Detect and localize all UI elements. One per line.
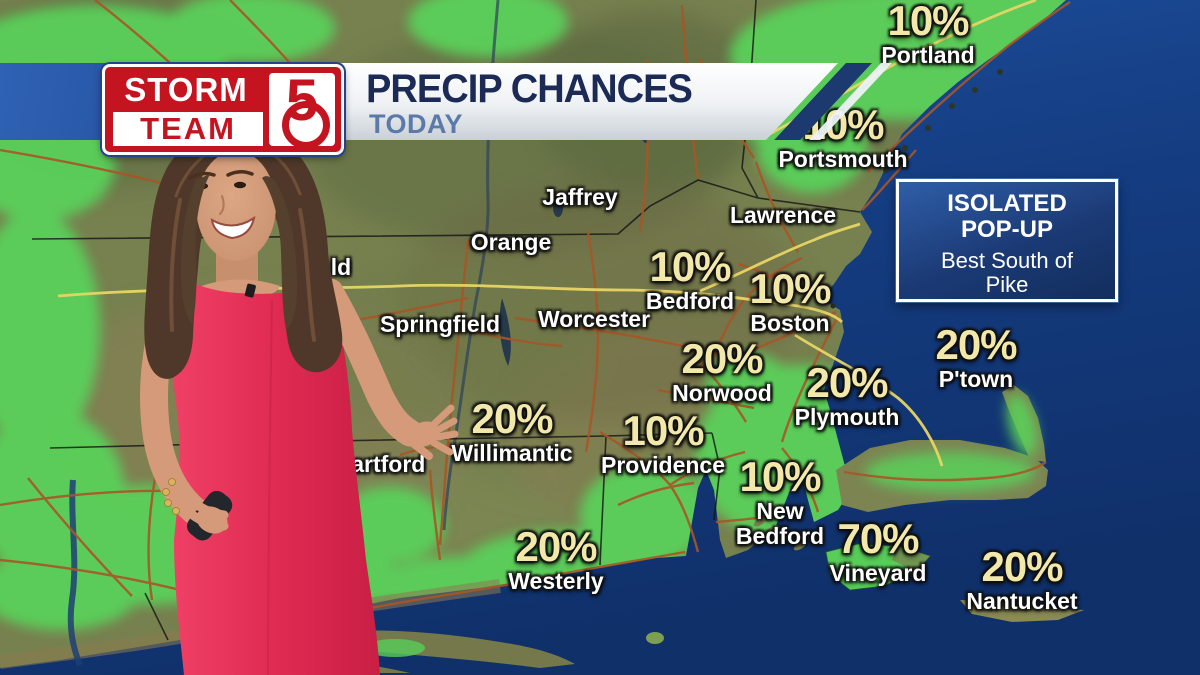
precip-percent: 70% xyxy=(837,515,919,562)
precip-percent: 10% xyxy=(739,453,821,500)
label-norwood: 20% Norwood xyxy=(672,338,772,405)
label-lawrence: Lawrence xyxy=(730,202,836,227)
label-jaffrey: Jaffrey xyxy=(542,184,617,209)
city-name: Hartford xyxy=(334,451,426,477)
city-name: Norwood xyxy=(672,380,772,406)
precip-percent: 10% xyxy=(749,265,831,312)
city-name: P'town xyxy=(938,366,1014,392)
lower-third-banner: PRECIP CHANCES TODAY STORM TEAM 5 xyxy=(0,0,1200,160)
label-bedford: 10% Bedford xyxy=(646,246,734,313)
city-name: Boston xyxy=(750,310,830,336)
callout-line1: ISOLATED xyxy=(947,190,1067,217)
precip-percent: 20% xyxy=(935,321,1017,368)
label-new-bedford: 10% New Bedford xyxy=(736,456,824,548)
city-name: ld xyxy=(330,254,352,280)
cape-radar-green xyxy=(865,393,1038,492)
city-name: Bedford xyxy=(735,523,825,549)
precip-percent: 10% xyxy=(649,243,731,290)
label-vineyard: 70% Vineyard xyxy=(830,518,927,585)
precip-percent: 10% xyxy=(622,407,704,454)
storm-team-5-logo: STORM TEAM 5 xyxy=(102,64,344,155)
precip-percent: 20% xyxy=(471,395,553,442)
city-name: Worcester xyxy=(537,306,651,332)
label-hidden-city-fragment: ld xyxy=(331,254,351,279)
precip-percent: 20% xyxy=(806,359,888,406)
label-westerly: 20% Westerly xyxy=(508,526,603,593)
label-ptown: 20% P'town xyxy=(935,321,1017,392)
banner-title: PRECIP CHANCES xyxy=(366,67,692,111)
banner-subtitle: TODAY xyxy=(369,109,464,139)
precip-percent: 20% xyxy=(515,523,597,570)
city-name: Springfield xyxy=(379,311,501,337)
label-springfield: Springfield xyxy=(380,311,500,336)
city-name: Willimantic xyxy=(451,440,573,466)
city-name: Lawrence xyxy=(729,202,837,228)
city-name: Portland xyxy=(881,42,975,68)
city-name: Vineyard xyxy=(829,560,927,586)
city-name: Plymouth xyxy=(794,404,900,430)
logo-team-strip: TEAM xyxy=(113,111,263,146)
label-nantucket: 20% Nantucket xyxy=(966,546,1077,613)
precip-percent: 10% xyxy=(887,0,969,44)
label-hartford: Hartford xyxy=(335,451,426,476)
city-name: Bedford xyxy=(645,288,735,314)
city-name: Nantucket xyxy=(966,588,1078,614)
logo-team-text: TEAM xyxy=(140,111,236,146)
precip-percent: 20% xyxy=(681,335,763,382)
city-name: Orange xyxy=(470,229,552,255)
label-willimantic: 20% Willimantic xyxy=(451,398,572,465)
callout-line4: Pike xyxy=(985,272,1029,298)
logo-storm-text: STORM xyxy=(124,71,248,108)
label-boston: 10% Boston xyxy=(749,265,831,336)
precip-percent: 20% xyxy=(981,543,1063,590)
callout-line2: POP-UP xyxy=(960,215,1053,243)
label-portland: 10% Portland xyxy=(881,0,974,67)
city-name: Jaffrey xyxy=(542,184,618,210)
isolated-popup-callout: ISOLATED POP-UP Best South of Pike xyxy=(896,179,1118,302)
label-plymouth: 20% Plymouth xyxy=(795,362,900,429)
city-name: New xyxy=(756,498,804,524)
callout-line3: Best South of xyxy=(940,247,1074,273)
city-name: Portsmouth xyxy=(778,146,908,172)
label-orange: Orange xyxy=(471,229,552,254)
city-name: Providence xyxy=(601,452,725,478)
channel-5-icon: 5 xyxy=(269,69,335,149)
city-name: Westerly xyxy=(508,568,604,594)
label-worcester: Worcester xyxy=(538,306,650,331)
label-providence: 10% Providence xyxy=(601,410,725,477)
banner-plate: PRECIP CHANCES TODAY xyxy=(306,63,838,140)
channel-5-number: 5 xyxy=(285,68,319,133)
